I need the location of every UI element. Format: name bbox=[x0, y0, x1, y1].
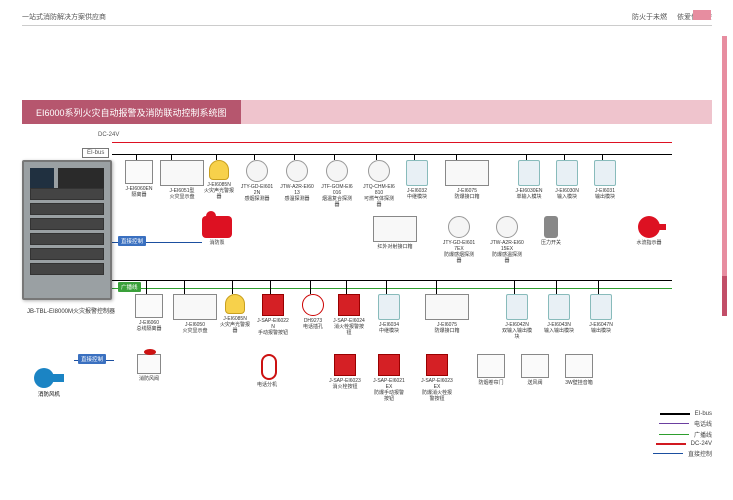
controller-label: JB-TBL-EI8000M火灾报警控制器 bbox=[16, 306, 126, 315]
legend-item: 直接控制 bbox=[653, 449, 712, 458]
equipment-J-EI6085N: J-EI6085N 火灾声光警报器 bbox=[202, 160, 236, 200]
dc24v-wire bbox=[112, 142, 672, 143]
accent-block bbox=[693, 10, 711, 20]
direct-tag-1: 直接控制 bbox=[118, 236, 146, 246]
title-bar: EI6000系列火灾自动报警及消防联动控制系统图 bbox=[22, 100, 712, 124]
equipment-J-EI6042N: J-EI6042N 双输入输出模块 bbox=[500, 294, 534, 340]
equipment-压力开关: 压力开关 bbox=[534, 216, 568, 246]
equipment-J-EI6050: J-EI6050 火灾显示盘 bbox=[170, 294, 220, 334]
equipment-JTW-A2R-EI6015EX: JTW-A2R-EI6015EX 防爆感温探测器 bbox=[490, 216, 524, 264]
direct-tag-2: 直接控制 bbox=[78, 354, 106, 364]
equipment-JTY-GD-EI6017EX: JTY-GD-EI6017EX 防爆感烟探测器 bbox=[442, 216, 476, 264]
legend: EI-bus 电话线广播线 DC-24V 直接控制 bbox=[653, 409, 712, 460]
equipment-防烟卷帘门: 防烟卷帘门 bbox=[474, 354, 508, 386]
fan-label: 消防风机 bbox=[34, 390, 64, 398]
controller-screen bbox=[30, 168, 54, 188]
broadcast-tag: 广播线 bbox=[118, 282, 141, 292]
fire-fan: 消防风机 bbox=[34, 368, 64, 390]
equipment-3W壁挂音箱: 3W壁挂音箱 bbox=[562, 354, 596, 386]
legend-item: DC-24V bbox=[653, 441, 712, 447]
equipment-J-SAP-EI6024: J-SAP-EI6024 消火栓报警按钮 bbox=[332, 294, 366, 336]
side-stripe bbox=[722, 36, 727, 276]
side-stripe-dark bbox=[722, 276, 727, 316]
equipment-J-EI6075: J-EI6075 防爆接口箱 bbox=[422, 294, 472, 334]
eibus-wire-1 bbox=[112, 154, 672, 155]
header-bar: 一站式消防解决方案供应商 防火于未燃 依爱保平安 bbox=[22, 12, 712, 26]
equipment-JTW-A2R-EI6013: JTW-A2R-EI6013 感温探测器 bbox=[280, 160, 314, 202]
fire-controller bbox=[22, 160, 112, 300]
equipment-J-SAP-EI6022N: J-SAP-EI6022N 手动报警按钮 bbox=[256, 294, 290, 336]
eibus-label: EI-bus bbox=[82, 148, 109, 158]
equipment-J-EI6034: J-EI6034 中继模块 bbox=[372, 294, 406, 334]
equipment-J-SAP-EI6023: J-SAP-EI6023 消火栓按钮 bbox=[328, 354, 362, 390]
equipment-DH9273: DH9273 电话插孔 bbox=[296, 294, 330, 330]
equipment-消防风阀: 消防风阀 bbox=[132, 354, 166, 382]
equipment-J-SAP-EI6021EX: J-SAP-EI6021EX 防爆手动报警按钮 bbox=[372, 354, 406, 402]
controller-led-panel bbox=[58, 168, 104, 188]
header-left: 一站式消防解决方案供应商 bbox=[22, 12, 106, 22]
equipment-J-SAP-EI6023EX: J-SAP-EI6023EX 防爆消火栓报警按钮 bbox=[420, 354, 454, 402]
equipment-红外对射接口箱: 红外对射接口箱 bbox=[370, 216, 420, 250]
equipment-J-EI6051型: J-EI6051型 火灾显示盘 bbox=[157, 160, 207, 200]
equipment-J-EI6043N: J-EI6043N 输入输出模块 bbox=[542, 294, 576, 334]
system-diagram: DC-24V EI-bus 直接控制 广播线 直接控制 JB-TBL-EI800… bbox=[22, 130, 712, 460]
broadcast-wire bbox=[112, 288, 672, 289]
equipment-J-EI6047N: J-EI6047N 输出模块 bbox=[584, 294, 618, 334]
equipment-JTY-GD-EI6012N: JTY-GD-EI6012N 感烟探测器 bbox=[240, 160, 274, 202]
equipment-J-EI6085N: J-EI6085N 火灾声光警报器 bbox=[218, 294, 252, 334]
equipment-J-EI6060EN: J-EI6060EN 隔离器 bbox=[122, 160, 156, 198]
equipment-电话分机: 电话分机 bbox=[250, 354, 284, 388]
equipment-J-EI6030EN: J-EI6030EN 单输入模块 bbox=[512, 160, 546, 200]
equipment-JTQ-CHM-EI6810: JTQ-CHM-EI6810 可燃气体探测器 bbox=[362, 160, 396, 208]
equipment-J-EI6060: J-EI6060 总线隔离器 bbox=[132, 294, 166, 332]
equipment-送风阀: 送风阀 bbox=[518, 354, 552, 386]
equipment-水流指示器: 水流指示器 bbox=[632, 216, 666, 246]
legend-item: EI-bus bbox=[653, 411, 712, 417]
eibus-wire-2 bbox=[112, 280, 672, 281]
equipment-J-EI6075: J-EI6075 防爆接口箱 bbox=[442, 160, 492, 200]
equipment-J-EI6031: J-EI6031 输出模块 bbox=[588, 160, 622, 200]
title-text: EI6000系列火灾自动报警及消防联动控制系统图 bbox=[22, 100, 241, 124]
dc24v-label: DC-24V bbox=[98, 132, 119, 138]
equipment-J-EI6030N: J-EI6030N 输入模块 bbox=[550, 160, 584, 200]
equipment-JTF-GOM-EI6016: JTF-GOM-EI6016 烟温复合探测器 bbox=[320, 160, 354, 208]
legend-item: 广播线 bbox=[653, 430, 712, 439]
legend-item: 电话线 bbox=[653, 419, 712, 428]
equipment-J-EI6032: J-EI6032 中继模块 bbox=[400, 160, 434, 200]
equipment-消防泵: 消防泵 bbox=[200, 216, 234, 246]
